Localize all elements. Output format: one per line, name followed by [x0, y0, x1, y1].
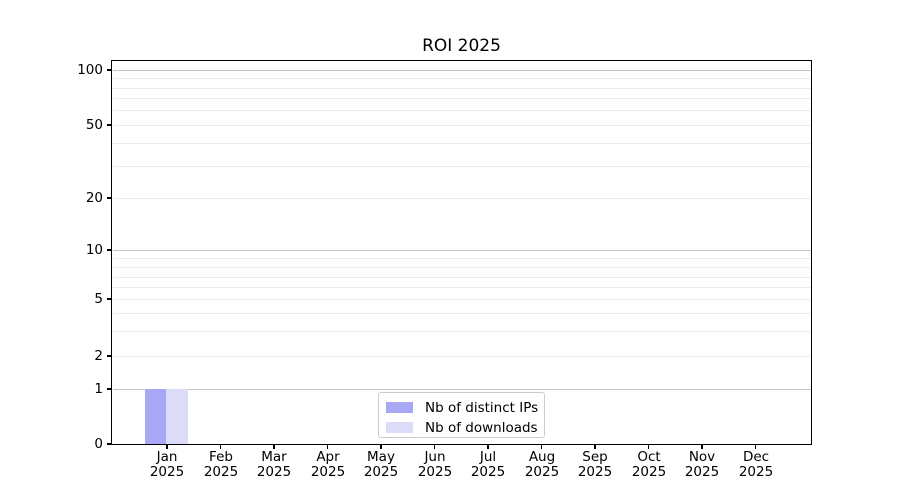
x-tick-label-aug: Aug 2025	[524, 449, 560, 480]
y-tick-mark	[106, 69, 112, 71]
minor-gridline	[112, 287, 811, 288]
minor-gridline	[112, 98, 811, 99]
x-tick-label-jul: Jul 2025	[470, 449, 506, 480]
x-tick-mark	[273, 444, 275, 449]
minor-gridline	[112, 356, 811, 357]
x-tick-mark	[166, 444, 168, 449]
x-tick-mark	[433, 444, 436, 449]
x-tick-mark	[380, 444, 382, 449]
bar-downloads-jan	[166, 389, 188, 444]
x-tick-label-sep: Sep 2025	[577, 449, 613, 480]
x-tick-label-jun: Jun 2025	[417, 449, 453, 480]
x-tick-label-dec: Dec 2025	[738, 449, 774, 480]
y-tick-mark	[106, 124, 112, 126]
major-gridline	[112, 389, 811, 390]
minor-gridline	[112, 198, 811, 199]
minor-gridline	[112, 143, 811, 144]
x-tick-label-jan: Jan 2025	[149, 449, 185, 480]
x-tick-label-nov: Nov 2025	[684, 449, 720, 480]
y-tick-label-1: 1	[94, 381, 103, 397]
x-tick-mark	[540, 444, 543, 449]
minor-gridline	[112, 277, 811, 278]
x-tick-label-feb: Feb 2025	[203, 449, 239, 480]
y-tick-label-2: 2	[94, 348, 103, 364]
legend-swatch-distinct-ips	[386, 402, 413, 413]
major-gridline	[112, 70, 811, 71]
minor-gridline	[112, 331, 811, 332]
y-tick-mark	[106, 355, 112, 357]
legend-item-distinct-ips: Nb of distinct IPs	[386, 399, 538, 416]
legend: Nb of distinct IPs Nb of downloads	[378, 392, 545, 438]
chart-title: ROI 2025	[422, 36, 501, 56]
y-tick-label-0: 0	[94, 436, 103, 452]
minor-gridline	[112, 258, 811, 259]
legend-swatch-downloads	[386, 422, 413, 433]
minor-gridline	[112, 110, 811, 111]
y-tick-mark	[106, 443, 112, 445]
x-tick-mark	[701, 444, 703, 449]
x-tick-mark	[647, 444, 650, 449]
y-tick-label-20: 20	[85, 190, 103, 206]
x-tick-mark	[594, 444, 596, 449]
minor-gridline	[112, 78, 811, 79]
x-tick-label-mar: Mar 2025	[256, 449, 292, 480]
minor-gridline	[112, 267, 811, 268]
x-tick-label-apr: Apr 2025	[310, 449, 346, 480]
major-gridline	[112, 250, 811, 251]
minor-gridline	[112, 166, 811, 167]
legend-label-distinct-ips: Nb of distinct IPs	[425, 399, 539, 416]
x-tick-mark	[219, 444, 222, 449]
y-tick-label-50: 50	[85, 117, 103, 133]
x-tick-mark	[487, 444, 489, 449]
plot-area	[111, 60, 812, 445]
x-tick-label-may: May 2025	[363, 449, 399, 480]
y-tick-mark	[106, 197, 112, 199]
minor-gridline	[112, 125, 811, 126]
x-tick-mark	[754, 444, 757, 449]
minor-gridline	[112, 313, 811, 314]
bar-distinct-ips-jan	[144, 389, 166, 444]
y-tick-label-10: 10	[85, 242, 103, 258]
y-tick-label-5: 5	[94, 291, 103, 307]
minor-gridline	[112, 88, 811, 89]
y-tick-mark	[106, 249, 112, 251]
x-tick-label-oct: Oct 2025	[631, 449, 667, 480]
x-tick-mark	[326, 444, 329, 449]
y-tick-label-100: 100	[77, 62, 103, 78]
y-tick-mark	[106, 388, 112, 390]
legend-item-downloads: Nb of downloads	[386, 419, 538, 436]
minor-gridline	[112, 299, 811, 300]
legend-label-downloads: Nb of downloads	[425, 419, 538, 436]
y-tick-mark	[106, 298, 112, 300]
